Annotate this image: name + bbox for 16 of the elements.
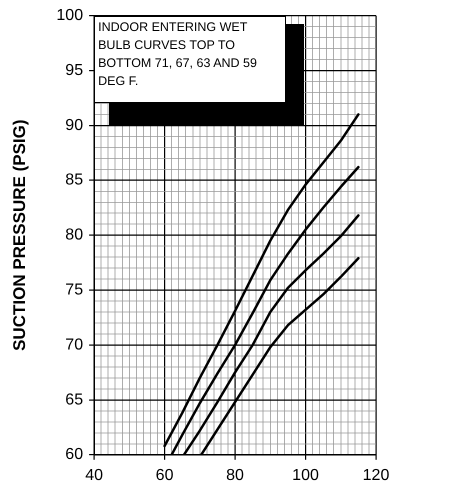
y-tick-label: 100 xyxy=(56,7,84,24)
y-tick-label: 65 xyxy=(65,391,84,408)
x-tick-label: 60 xyxy=(156,466,174,484)
y-tick-label: 80 xyxy=(65,226,84,244)
y-tick-label: 60 xyxy=(65,446,84,464)
y-tick-label: 95 xyxy=(65,62,84,79)
y-axis-title: SUCTION PRESSURE (PSIG) xyxy=(10,119,29,351)
y-tick-label: 85 xyxy=(65,172,84,189)
annotation: INDOOR ENTERING WET BULB CURVES TOP TO BOTTOM 71, 67, 63 AND 59 DEG F. xyxy=(94,16,286,104)
y-tick-label: 70 xyxy=(65,336,84,354)
y-tick-label: 90 xyxy=(65,116,84,134)
y-tick-label: 75 xyxy=(65,282,84,299)
x-tick-label: 80 xyxy=(226,466,244,484)
x-tick-label: 40 xyxy=(85,466,104,484)
x-tick-label: 100 xyxy=(292,466,319,484)
x-tick-label: 120 xyxy=(362,466,390,484)
